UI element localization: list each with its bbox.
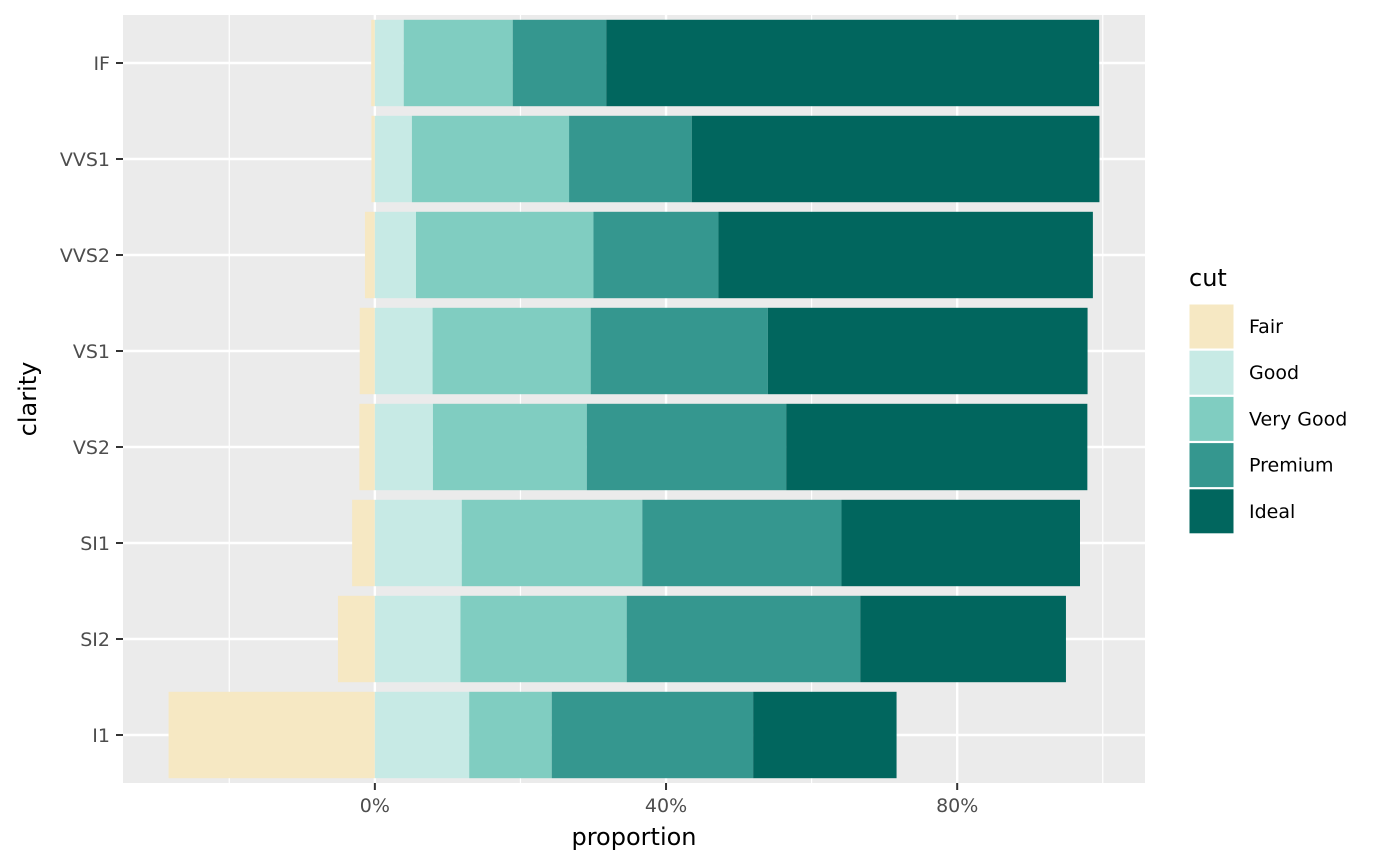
bar-segment-ideal: [691, 115, 1100, 203]
bar-segment-ideal: [753, 691, 897, 779]
bar-segment-good: [374, 595, 461, 683]
legend-label: Ideal: [1249, 501, 1295, 523]
bar-segment-good: [374, 19, 404, 107]
bar-segment-good: [374, 499, 462, 587]
bar-segment-fair: [168, 691, 375, 779]
bars: [168, 19, 1100, 779]
legend-key-fair: [1188, 303, 1235, 350]
bar-segment-very-good: [411, 115, 570, 203]
bar-segment-fair: [364, 211, 375, 299]
legend-label: Good: [1249, 362, 1299, 384]
bar-segment-premium: [593, 211, 719, 299]
bar-segment-ideal: [860, 595, 1066, 683]
bar-segment-fair: [359, 403, 375, 491]
bar-segment-fair: [352, 499, 375, 587]
bar-segment-good: [374, 691, 470, 779]
bar-segment-good: [374, 115, 412, 203]
bar-segment-premium: [569, 115, 692, 203]
y-tick-label: VS1: [73, 341, 110, 363]
bar-segment-premium: [642, 499, 842, 587]
y-tick-label: SI2: [80, 629, 110, 651]
bar-segment-premium: [512, 19, 607, 107]
bar-segment-ideal: [718, 211, 1093, 299]
bar-segment-very-good: [432, 307, 591, 395]
bar-segment-good: [374, 211, 416, 299]
x-axis: 0% 40% 80%: [360, 783, 978, 817]
bar-segment-fair: [337, 595, 375, 683]
x-axis-title: proportion: [571, 823, 696, 851]
bar-segment-fair: [359, 307, 375, 395]
legend-key-ideal: [1188, 488, 1235, 535]
bar-segment-very-good: [460, 595, 627, 683]
y-tick-label: VVS1: [60, 149, 110, 171]
bar-segment-fair: [371, 115, 375, 203]
x-tick-label: 40%: [645, 795, 687, 817]
legend-key-good: [1188, 349, 1235, 396]
x-tick-label: 0%: [360, 795, 390, 817]
legend-key-very-good: [1188, 395, 1235, 442]
y-axis-title: clarity: [14, 362, 42, 437]
bar-segment-good: [374, 403, 433, 491]
bar-segment-fair: [371, 19, 375, 107]
bar-segment-ideal: [606, 19, 1100, 107]
y-tick-label: I1: [92, 725, 110, 747]
bar-segment-premium: [551, 691, 754, 779]
legend-label: Fair: [1249, 316, 1283, 338]
bar-segment-very-good: [415, 211, 594, 299]
legend-title: cut: [1189, 264, 1227, 292]
legend: cut Fair Good Very Good Premium Ideal: [1188, 264, 1347, 535]
y-tick-label: IF: [93, 53, 110, 75]
bar-segment-ideal: [786, 403, 1088, 491]
y-tick-label: VVS2: [60, 245, 110, 267]
bar-segment-very-good: [469, 691, 552, 779]
bar-segment-premium: [590, 307, 768, 395]
y-tick-label: VS2: [73, 437, 110, 459]
bar-segment-ideal: [767, 307, 1088, 395]
y-tick-label: SI1: [80, 533, 110, 555]
bar-segment-very-good: [461, 499, 643, 587]
y-axis: IF VVS1 VVS2 VS1 VS2 SI1 SI2 I1: [60, 53, 123, 747]
bar-segment-premium: [586, 403, 787, 491]
bar-segment-ideal: [841, 499, 1080, 587]
bar-segment-premium: [626, 595, 861, 683]
legend-key-premium: [1188, 442, 1235, 489]
x-tick-label: 80%: [936, 795, 978, 817]
bar-segment-very-good: [432, 403, 587, 491]
bar-segment-very-good: [403, 19, 513, 107]
legend-label: Premium: [1249, 455, 1334, 477]
legend-label: Very Good: [1249, 408, 1347, 430]
bar-segment-good: [374, 307, 433, 395]
